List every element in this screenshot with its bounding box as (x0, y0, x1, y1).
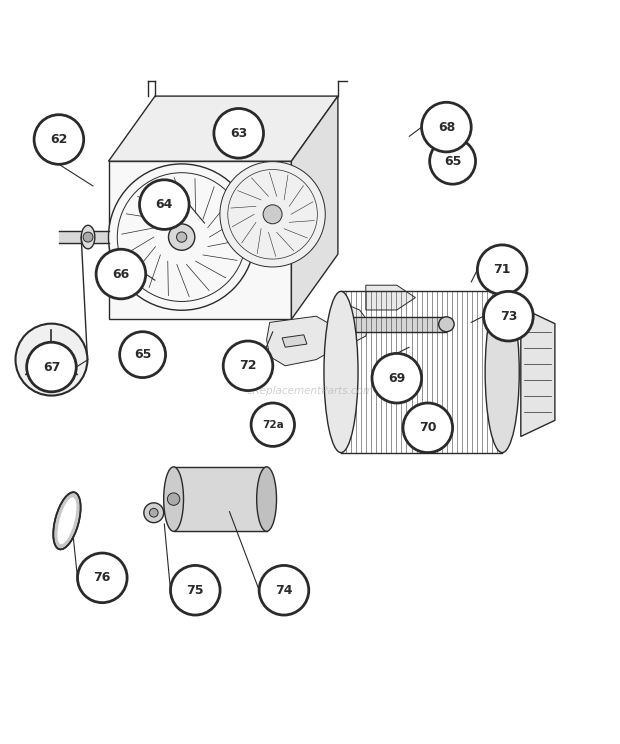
Text: 69: 69 (388, 372, 405, 385)
Circle shape (251, 403, 294, 446)
Circle shape (214, 109, 264, 158)
Circle shape (403, 403, 453, 452)
Circle shape (47, 356, 56, 364)
Ellipse shape (164, 467, 184, 531)
Circle shape (259, 565, 309, 615)
Circle shape (372, 353, 422, 403)
Circle shape (477, 245, 527, 295)
Circle shape (108, 164, 255, 310)
Circle shape (140, 180, 189, 229)
Ellipse shape (257, 467, 277, 531)
Circle shape (34, 115, 84, 164)
Text: 64: 64 (156, 198, 173, 211)
Polygon shape (282, 335, 307, 347)
Circle shape (422, 103, 471, 152)
Ellipse shape (324, 292, 358, 452)
Circle shape (42, 350, 61, 370)
Polygon shape (329, 301, 369, 344)
Polygon shape (108, 161, 291, 319)
Circle shape (149, 508, 158, 517)
Ellipse shape (53, 493, 81, 549)
Text: 76: 76 (94, 571, 111, 584)
Circle shape (27, 342, 76, 392)
Text: 65: 65 (134, 348, 151, 361)
Circle shape (169, 224, 195, 250)
Circle shape (78, 553, 127, 603)
Circle shape (83, 232, 93, 242)
Circle shape (16, 324, 87, 396)
Text: 71: 71 (494, 263, 511, 276)
Ellipse shape (439, 317, 454, 332)
Circle shape (223, 341, 273, 391)
Polygon shape (521, 307, 555, 437)
Ellipse shape (81, 225, 95, 248)
Text: 73: 73 (500, 310, 517, 323)
Text: 67: 67 (43, 361, 60, 373)
Polygon shape (366, 285, 415, 310)
Circle shape (167, 493, 180, 505)
Text: 66: 66 (112, 268, 130, 280)
Text: 65: 65 (444, 155, 461, 167)
Text: 72a: 72a (262, 420, 284, 430)
Text: eReplacementParts.com: eReplacementParts.com (246, 385, 374, 396)
Circle shape (484, 292, 533, 341)
Circle shape (220, 161, 326, 267)
Text: 62: 62 (50, 133, 68, 146)
Polygon shape (108, 96, 338, 161)
Polygon shape (267, 316, 338, 366)
Ellipse shape (58, 498, 76, 544)
Circle shape (430, 138, 476, 185)
Circle shape (120, 332, 166, 377)
Text: 74: 74 (275, 584, 293, 597)
Text: 63: 63 (230, 126, 247, 140)
Circle shape (177, 232, 187, 243)
Text: 75: 75 (187, 584, 204, 597)
Text: 70: 70 (419, 421, 436, 434)
Text: 72: 72 (239, 359, 257, 372)
Ellipse shape (485, 292, 520, 452)
Circle shape (170, 565, 220, 615)
Text: 68: 68 (438, 121, 455, 134)
Polygon shape (291, 96, 338, 319)
Circle shape (144, 503, 164, 522)
Circle shape (96, 249, 146, 299)
Circle shape (263, 205, 282, 224)
